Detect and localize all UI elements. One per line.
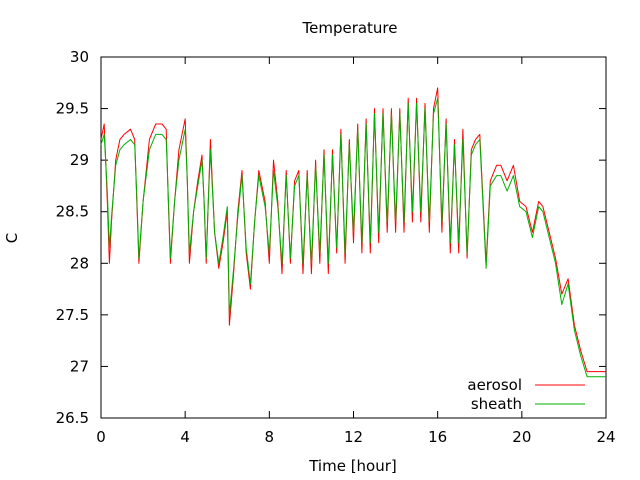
x-tick-label: 16 [428,428,447,446]
x-tick-label: 4 [180,428,190,446]
y-tick-label: 29 [70,151,89,169]
x-tick-label: 12 [344,428,363,446]
legend-label-sheath: sheath [471,395,522,413]
y-axis: 26.5 27 27.5 28 28.5 29 29.5 30 [56,48,606,427]
y-tick-label: 28 [70,254,89,272]
y-tick-label: 27.5 [56,306,89,324]
chart-title: Temperature [301,19,397,37]
y-tick-label: 30 [70,48,89,66]
x-tick-label: 20 [512,428,531,446]
y-axis-label: C [3,233,21,243]
y-tick-label: 29.5 [56,100,89,118]
x-tick-label: 8 [265,428,275,446]
x-axis: 0 4 8 12 16 20 24 [96,57,616,446]
x-axis-label: Time [hour] [308,457,397,475]
x-tick-label: 24 [596,428,615,446]
series-line-sheath [100,97,606,378]
y-tick-label: 26.5 [56,409,89,427]
legend-label-aerosol: aerosol [467,376,522,394]
series-lines [100,87,606,378]
y-tick-label: 28.5 [56,203,89,221]
x-tick-label: 0 [96,428,106,446]
y-tick-label: 27 [70,357,89,375]
